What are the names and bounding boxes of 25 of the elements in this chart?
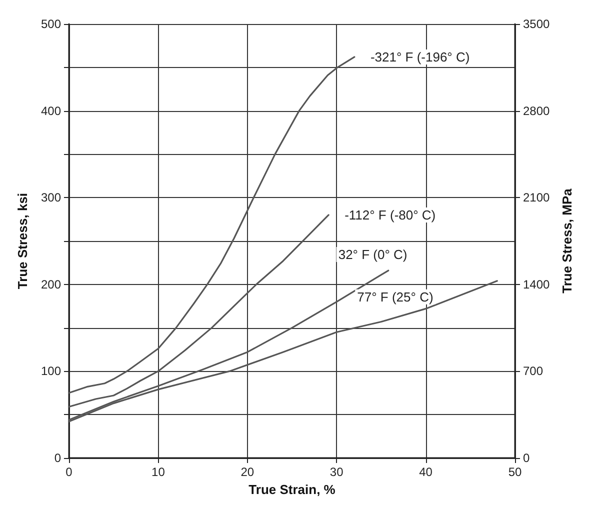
series-label: 77° F (25° C) bbox=[357, 289, 434, 304]
x-tick-label: 30 bbox=[330, 465, 344, 479]
y2-tick-label: 2800 bbox=[523, 104, 550, 118]
x-tick-label: 0 bbox=[66, 465, 73, 479]
y-tick-label: 200 bbox=[40, 277, 62, 292]
x-tick-label: 50 bbox=[508, 465, 522, 479]
y2-tick-label: 0 bbox=[523, 451, 530, 465]
y-tick-label: 100 bbox=[40, 364, 62, 378]
y2-tick-label: 1400 bbox=[523, 277, 550, 292]
y2-tick-label: 2100 bbox=[523, 190, 550, 205]
x-axis-title: True Strain, % bbox=[248, 482, 336, 497]
y-axis-title: True Stress, ksi bbox=[15, 192, 30, 290]
y-tick-label: 0 bbox=[54, 451, 62, 465]
y-tick-label: 400 bbox=[40, 104, 62, 118]
y-tick-label: 300 bbox=[40, 190, 62, 205]
series-label: -321° F (-196° C) bbox=[370, 49, 470, 64]
series-label: -112° F (-80° C) bbox=[344, 207, 436, 222]
y2-tick-label: 700 bbox=[523, 364, 544, 378]
series-label: 32° F (0° C) bbox=[338, 247, 408, 262]
x-tick-label: 40 bbox=[419, 465, 433, 479]
y2-tick-label: 3500 bbox=[523, 17, 550, 31]
y-tick-label: 500 bbox=[40, 17, 62, 31]
x-tick-label: 10 bbox=[152, 465, 166, 479]
y2-axis-title: True Stress, MPa bbox=[560, 188, 575, 294]
x-tick-label: 20 bbox=[240, 465, 254, 479]
